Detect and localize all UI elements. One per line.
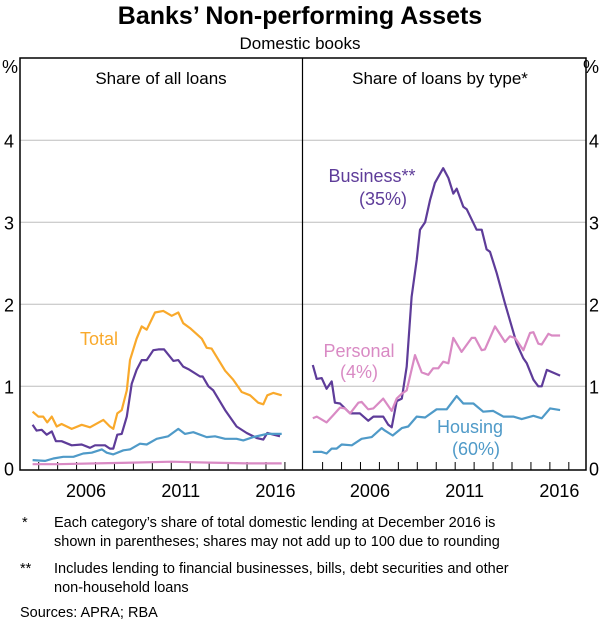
x-tick-label: 2011 [445,481,484,501]
y-tick-label-right: 4 [589,131,599,151]
label-housing-share: (60%) [452,439,500,459]
y-unit-right: % [583,57,599,77]
x-tick-label: 2016 [255,481,295,501]
footnote-line: non-household loans [54,580,189,596]
series-line-personal-by-type [312,325,561,424]
series-lines [31,167,561,466]
series-line-total-all-loans [31,309,283,430]
y-tick-label-left: 1 [4,377,14,397]
y-tick-label-left: 3 [4,213,14,233]
footnotes: * Each category’s share of total domesti… [20,515,509,621]
label-personal-share: (4%) [340,362,378,382]
footnote-line: shown in parentheses; shares may not add… [54,534,500,550]
label-personal: Personal [323,341,394,361]
chart-title: Banks’ Non-performing Assets [118,2,482,30]
series-line-business-all-loans [31,348,281,450]
series-line-housing-all-loans [32,427,282,462]
panel-title-right: Share of loans by type* [352,69,528,88]
y-tick-label-left: 4 [4,131,14,151]
series-line-housing-by-type [312,395,561,455]
y-tick-labels: 0 0 1 1 2 2 3 3 4 4 [4,131,599,479]
label-business-share: (35%) [359,189,407,209]
footnote-marker: ** [20,561,32,577]
y-tick-label-left: 2 [4,295,14,315]
y-tick-label-right: 2 [589,295,599,315]
chart-subtitle: Domestic books [240,34,361,53]
y-unit-left: % [2,57,18,77]
footnote-line: Includes lending to financial businesses… [54,561,509,577]
x-tick-label: 2006 [66,481,106,501]
sources: Sources: APRA; RBA [20,605,158,621]
label-housing: Housing [437,417,503,437]
y-tick-label-right: 0 [589,459,599,479]
y-tick-label-right: 1 [589,377,599,397]
panel-title-left: Share of all loans [95,69,226,88]
x-tick-label: 2006 [350,481,390,501]
label-business: Business** [328,166,415,186]
label-total: Total [80,329,118,349]
x-ticks: 2006 2011 2016 2006 2011 2016 [38,462,579,501]
series-line-personal-all-loans [32,460,282,466]
series-line-business-by-type [311,167,561,429]
x-tick-label: 2011 [161,481,200,501]
y-tick-label-left: 0 [4,459,14,479]
y-tick-label-right: 3 [589,213,599,233]
footnote-marker: * [22,515,28,531]
footnote-line: Each category’s share of total domestic … [54,515,495,531]
x-tick-label: 2016 [539,481,579,501]
